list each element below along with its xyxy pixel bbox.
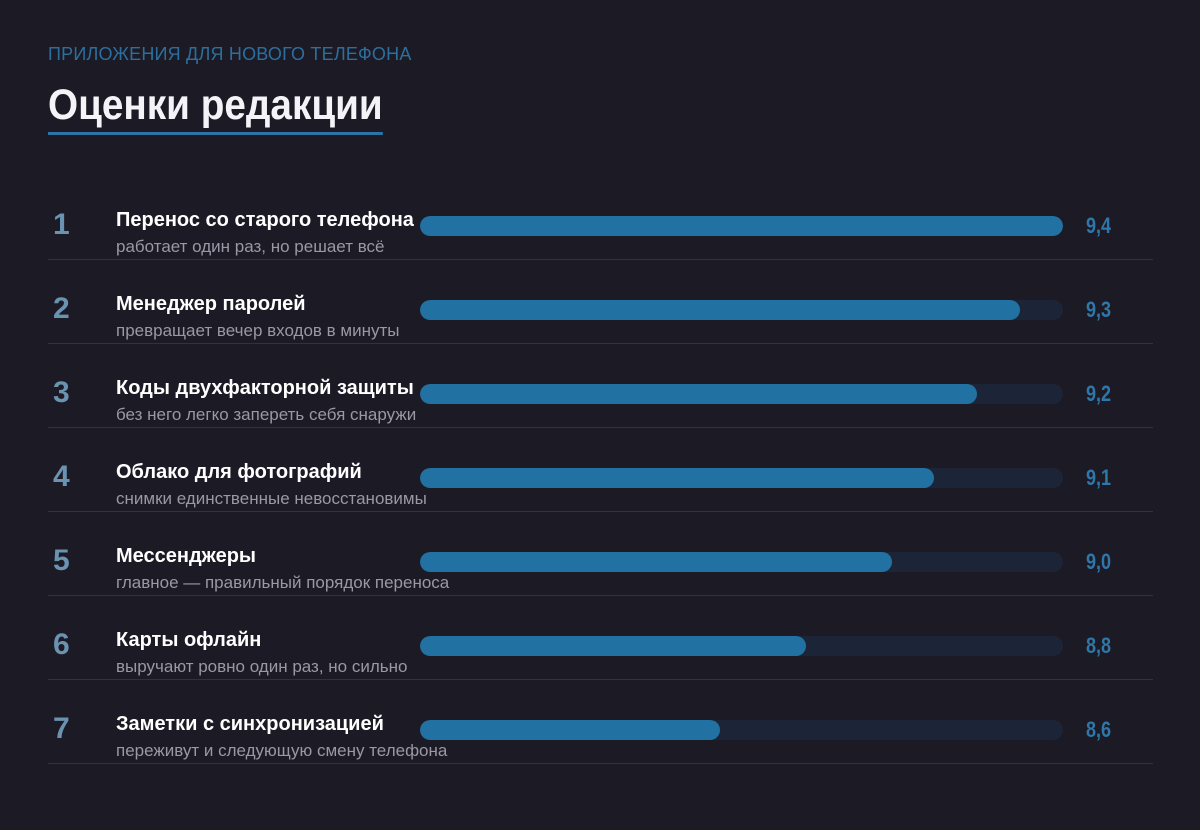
- app-description: превращает вечер входов в минуты: [116, 321, 400, 340]
- score-value: 9,0: [1086, 549, 1112, 574]
- rank-number: 6: [53, 628, 70, 661]
- app-name: Коды двухфакторной защиты: [116, 377, 414, 399]
- page-title: Оценки редакции: [48, 80, 383, 135]
- score-value: 9,3: [1086, 297, 1112, 322]
- app-name: Карты офлайн: [116, 629, 262, 651]
- score-bar-track: [420, 552, 1063, 572]
- ranking-list: 1 Перенос со старого телефона работает оди…: [48, 176, 1153, 764]
- score-bar: [420, 552, 892, 572]
- score-value: 8,6: [1086, 717, 1112, 742]
- score-value: 8,8: [1086, 633, 1112, 658]
- score-bar-track: [420, 468, 1063, 488]
- ranking-row: 2 Менеджер паролей превращает вечер входов…: [48, 260, 1153, 344]
- score-bar-track: [420, 300, 1063, 320]
- score-value: 9,4: [1086, 213, 1112, 238]
- app-description: без него легко запереть себя снаружи: [116, 405, 417, 424]
- score-value: 9,2: [1086, 381, 1112, 406]
- app-description: главное — правильный порядок переноса: [116, 573, 450, 592]
- rank-number: 4: [53, 460, 70, 493]
- ranking-row: 3 Коды двухфакторной защиты без него легко…: [48, 344, 1153, 428]
- ranking-row: 1 Перенос со старого телефона работает оди…: [48, 176, 1153, 260]
- ranking-row: 4 Облако для фотографий снимки единственны…: [48, 428, 1153, 512]
- score-bar: [420, 216, 1063, 236]
- page-title-wrap: Оценки редакции: [48, 80, 420, 135]
- score-bar: [420, 300, 1021, 320]
- rank-number: 1: [53, 208, 70, 241]
- rank-number: 2: [53, 292, 70, 325]
- rank-number: 3: [53, 376, 70, 409]
- app-description: переживут и следующую смену телефона: [116, 741, 448, 760]
- rank-number: 7: [53, 712, 70, 745]
- app-name: Перенос со старого телефона: [116, 209, 414, 231]
- app-name: Менеджер паролей: [116, 293, 306, 315]
- score-bar: [420, 384, 978, 404]
- score-bar-track: [420, 384, 1063, 404]
- rank-number: 5: [53, 544, 70, 577]
- score-bar: [420, 720, 721, 740]
- app-name: Мессенджеры: [116, 545, 256, 567]
- score-bar-track: [420, 636, 1063, 656]
- score-bar: [420, 636, 806, 656]
- app-description: работает один раз, но решает всё: [116, 237, 385, 256]
- page-kicker: ПРИЛОЖЕНИЯ ДЛЯ НОВОГО ТЕЛЕФОНА: [48, 44, 412, 64]
- score-bar: [420, 468, 935, 488]
- app-description: выручают ровно один раз, но сильно: [116, 657, 408, 676]
- ranking-row: 6 Карты офлайн выручают ровно один раз, но…: [48, 596, 1153, 680]
- ranking-row: 7 Заметки с синхронизацией переживут и сле…: [48, 680, 1153, 764]
- score-value: 9,1: [1086, 465, 1112, 490]
- app-name: Облако для фотографий: [116, 461, 362, 483]
- score-bar-track: [420, 720, 1063, 740]
- ranking-row: 5 Мессенджеры главное — правильный порядок…: [48, 512, 1153, 596]
- score-bar-track: [420, 216, 1063, 236]
- app-description: снимки единственные невосстановимы: [116, 489, 427, 508]
- app-name: Заметки с синхронизацией: [116, 713, 384, 735]
